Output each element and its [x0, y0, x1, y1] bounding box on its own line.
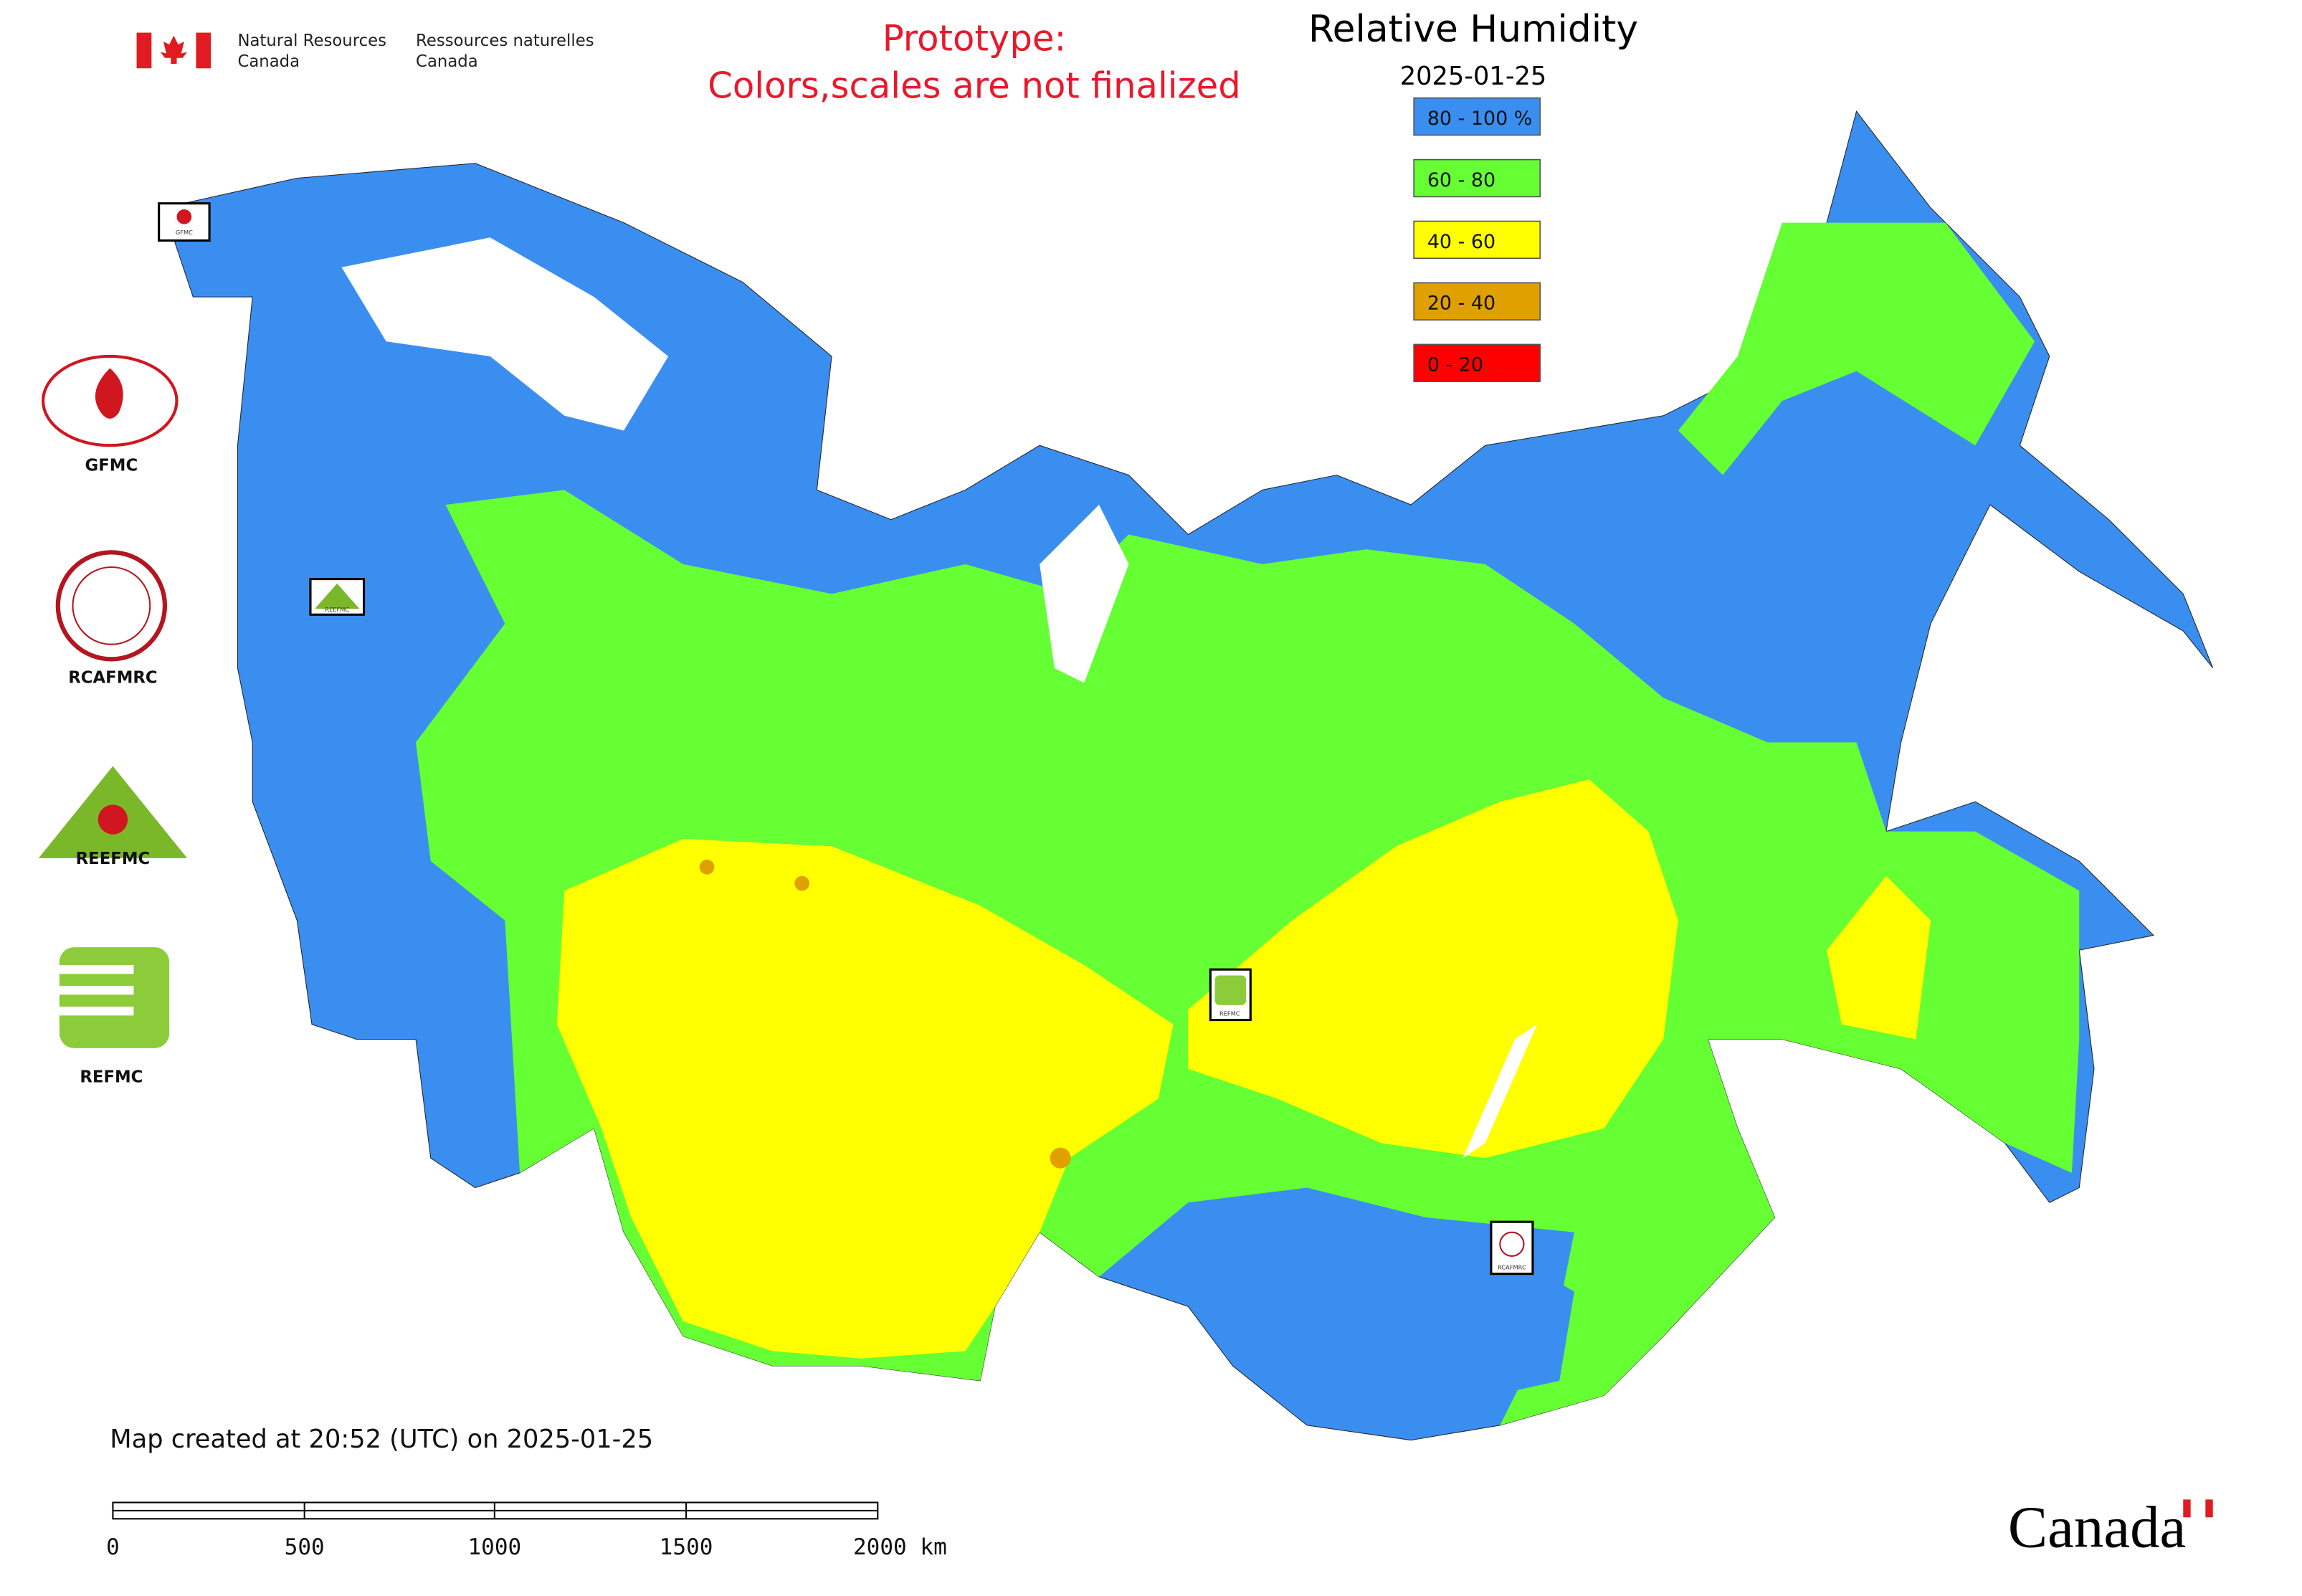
- logo-reefmc: [38, 766, 188, 858]
- region-yellow: [1827, 875, 1931, 1040]
- logo-rcafmrc: [55, 550, 168, 662]
- region-green: [1678, 222, 2035, 475]
- logo-gfmc: [42, 354, 179, 447]
- humidity-map: [163, 110, 2214, 1441]
- logo-refmc: [59, 947, 170, 1048]
- marker-label: RCAFMRC: [1498, 1263, 1526, 1270]
- agency-en: Canada: [237, 52, 300, 71]
- scale-label: 0: [106, 1534, 120, 1560]
- marker-label: REEFMC: [325, 606, 349, 613]
- scale-label: 2000 km: [853, 1534, 947, 1560]
- scale-label: 1500: [660, 1534, 713, 1560]
- marker-label: REFMC: [1219, 1010, 1240, 1017]
- region-yellow: [1188, 779, 1678, 1159]
- legend: 80 - 100 % 60 - 80 40 - 60 20 - 40 0 - 20: [1413, 97, 1541, 382]
- notice: Colors,scales are not finalized: [708, 65, 1241, 107]
- map-marker: [1490, 1220, 1534, 1276]
- agency-fr: Ressources naturelles: [416, 32, 594, 50]
- logo-label: RCAFMRC: [68, 669, 157, 688]
- legend-swatch: [1413, 282, 1541, 321]
- legend-swatch: [1413, 343, 1541, 382]
- scale-label: 500: [285, 1534, 325, 1560]
- legend-label: 40 - 60: [1427, 231, 1495, 253]
- legend-swatch: [1413, 97, 1541, 136]
- region-blue: [1217, 1202, 1574, 1411]
- region-orange: [794, 875, 810, 891]
- map-marker: [158, 202, 211, 242]
- canada-flag: [136, 32, 211, 69]
- logo-label: GFMC: [85, 456, 138, 475]
- sea: [341, 237, 669, 431]
- legend-label: 80 - 100 %: [1427, 108, 1533, 130]
- agency-en: Natural Resources: [237, 32, 386, 50]
- scale-bar: [112, 1501, 879, 1520]
- agency-fr: Canada: [416, 52, 478, 71]
- created-note: Map created at 20:52 (UTC) on 2025-01-25: [110, 1425, 653, 1454]
- legend-swatch: [1413, 158, 1541, 198]
- legend-label: 0 - 20: [1427, 354, 1483, 376]
- title: Relative Humidity: [1308, 8, 1638, 51]
- notice: Prototype:: [883, 17, 1067, 59]
- region-orange: [699, 859, 715, 875]
- wordmark-flag: [2205, 1499, 2213, 1518]
- legend-label: 60 - 80: [1427, 169, 1495, 191]
- region-yellow: [556, 838, 1174, 1359]
- map-marker: [1209, 968, 1252, 1022]
- legend-swatch: [1413, 220, 1541, 260]
- wordmark-flag: [2183, 1499, 2191, 1518]
- marker-label: GFMC: [176, 229, 193, 236]
- region-orange: [1050, 1147, 1071, 1169]
- sea: [1040, 505, 1129, 683]
- scale-label: 1000: [467, 1534, 521, 1560]
- lake: [1462, 1024, 1538, 1159]
- legend-label: 20 - 40: [1427, 293, 1495, 315]
- date: 2025-01-25: [1400, 62, 1547, 91]
- canada-wordmark: Canada: [2008, 1494, 2186, 1560]
- map-marker: [309, 578, 366, 616]
- logo-label: REEFMC: [76, 850, 151, 868]
- logo-label: REFMC: [80, 1068, 143, 1087]
